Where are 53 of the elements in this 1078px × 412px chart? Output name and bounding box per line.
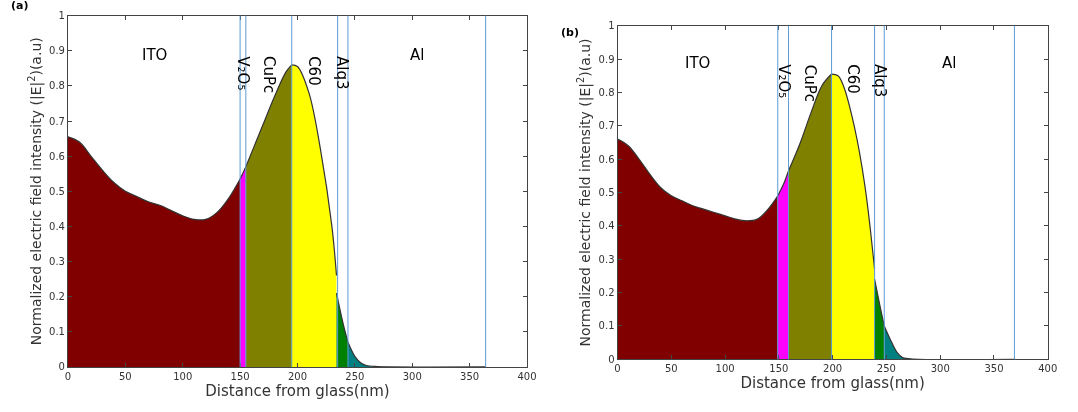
y-tick-label: 0 bbox=[608, 353, 615, 365]
x-tick-label: 400 bbox=[517, 370, 537, 382]
chart-title: (b) bbox=[561, 26, 579, 39]
x-tick-label: 50 bbox=[118, 370, 132, 382]
x-tick-label: 150 bbox=[230, 370, 250, 382]
x-tick-label: 400 bbox=[1038, 363, 1058, 375]
x-tick-label: 150 bbox=[769, 363, 789, 375]
y-tick-label: 0.8 bbox=[598, 86, 615, 98]
y-tick-label: 0.1 bbox=[49, 326, 65, 338]
x-tick-label: 50 bbox=[664, 363, 678, 375]
y-tick-label: 0.5 bbox=[598, 186, 615, 198]
y-tick-label: 0.2 bbox=[598, 287, 615, 299]
annotation: V₂O₅ bbox=[234, 56, 253, 91]
x-tick-label: 100 bbox=[715, 363, 735, 375]
y-tick-label: 1 bbox=[58, 10, 65, 22]
annotation: C60 bbox=[305, 56, 324, 86]
x-tick-label: 100 bbox=[173, 370, 193, 382]
y-tick-label: 0.6 bbox=[598, 153, 615, 165]
y-tick-label: 0.8 bbox=[49, 80, 65, 92]
annotation: Al bbox=[410, 46, 425, 64]
y-tick-label: 0.3 bbox=[598, 253, 615, 265]
annotation: V₂O₅ bbox=[774, 64, 793, 99]
y-tick-label: 0.3 bbox=[49, 256, 65, 268]
chart-title: (a) bbox=[11, 0, 29, 12]
x-tick-label: 300 bbox=[402, 370, 422, 382]
x-tick-label: 250 bbox=[876, 363, 896, 375]
y-tick-label: 1 bbox=[608, 20, 615, 32]
annotation: CuPc bbox=[259, 55, 278, 94]
y-tick-label: 0.5 bbox=[49, 185, 65, 197]
y-tick-label: 0.7 bbox=[49, 115, 65, 127]
x-axis-title: Distance from glass(nm) bbox=[205, 381, 390, 400]
y-tick-label: 0.6 bbox=[49, 150, 65, 162]
annotation: CuPc bbox=[800, 64, 819, 103]
x-axis-title: Distance from glass(nm) bbox=[740, 374, 925, 393]
x-tick-label: 250 bbox=[345, 370, 365, 382]
annotation: Al bbox=[942, 54, 957, 72]
x-tick-label: 200 bbox=[287, 370, 308, 382]
y-tick-label: 0.1 bbox=[598, 320, 615, 332]
annotation: C60 bbox=[844, 64, 863, 94]
annotation: ITO bbox=[685, 54, 711, 72]
annotation: ITO bbox=[142, 46, 168, 64]
y-tick-label: 0.4 bbox=[598, 220, 615, 232]
x-tick-label: 350 bbox=[984, 363, 1004, 375]
y-tick-label: 0.4 bbox=[49, 220, 65, 232]
y-tick-label: 0.7 bbox=[598, 120, 615, 132]
y-tick-label: 0.9 bbox=[598, 53, 615, 65]
x-tick-label: 350 bbox=[460, 370, 480, 382]
annotation: Alq3 bbox=[870, 63, 889, 98]
y-tick-label: 0.2 bbox=[49, 291, 65, 303]
x-tick-label: 200 bbox=[823, 363, 843, 375]
x-tick-label: 300 bbox=[930, 363, 950, 375]
y-tick-label: 0.9 bbox=[49, 45, 65, 57]
annotation: Alq3 bbox=[333, 56, 352, 90]
